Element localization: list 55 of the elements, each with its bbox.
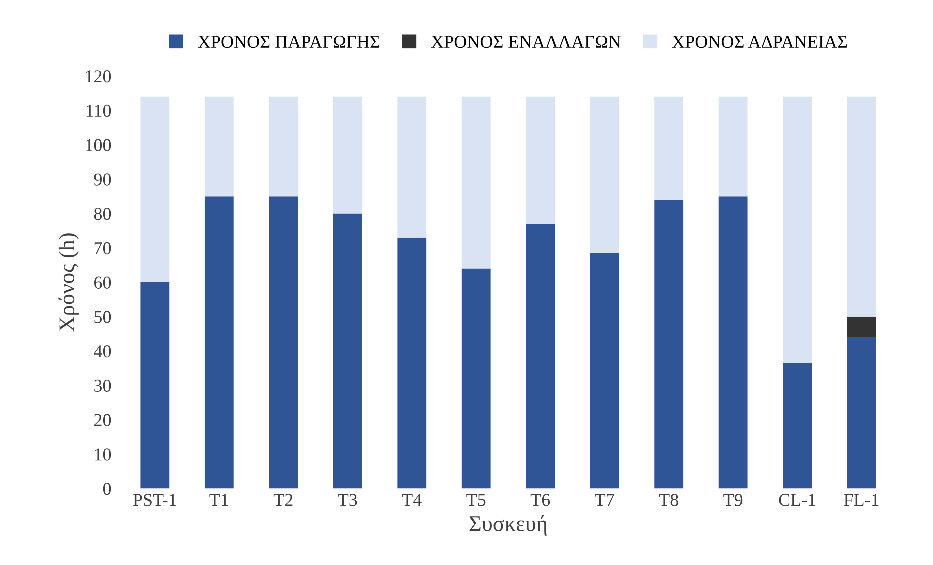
bar	[462, 268, 491, 489]
x-tick-label: PST-1	[133, 494, 176, 506]
bar	[590, 96, 620, 254]
x-tick-label: T5	[466, 494, 486, 506]
y-tick-label: 0	[103, 482, 112, 496]
y-tick-label: 110	[86, 104, 112, 118]
y-axis-title: Χρόνος (h)	[58, 234, 80, 332]
bar	[204, 196, 234, 489]
bar	[654, 96, 684, 200]
x-tick-label: FL-1	[844, 494, 879, 506]
y-tick-label: 40	[94, 346, 112, 358]
y-tick-label: 90	[94, 174, 112, 186]
legend-label: ΧΡΟΝΟΣ ΕΝΑΛΛΑΓΩΝ	[431, 36, 622, 48]
x-axis-title: Συσκευή	[470, 516, 547, 536]
y-tick-label: 50	[94, 311, 112, 324]
x-tick-label: T7	[595, 494, 614, 506]
legend-label: ΧΡΟΝΟΣ ΠΑΡΑΓΩΓΗΣ	[198, 36, 380, 48]
bar	[269, 196, 298, 489]
y-tick-label: 20	[94, 414, 112, 426]
bar	[847, 96, 876, 317]
bar	[718, 96, 748, 197]
bar	[526, 224, 556, 489]
bar	[398, 238, 427, 489]
bar	[140, 282, 170, 489]
bar	[718, 196, 748, 489]
y-tick-label: 70	[94, 242, 112, 255]
bar	[333, 96, 362, 214]
bar	[462, 96, 491, 269]
bar	[204, 96, 234, 197]
bar	[783, 363, 812, 489]
bar	[269, 96, 298, 197]
x-tick-label: T9	[724, 494, 743, 506]
x-tick-label: CL-1	[779, 494, 816, 506]
bar	[398, 96, 427, 238]
bar	[590, 253, 620, 489]
x-tick-label: T1	[210, 494, 228, 506]
bar	[847, 337, 876, 489]
bar	[654, 200, 684, 489]
x-tick-label: T3	[338, 494, 358, 506]
x-tick-label: T8	[659, 494, 678, 506]
bar	[783, 96, 812, 364]
legend-label: ΧΡΟΝΟΣ ΑΔΡΑΝΕΙΑΣ	[672, 36, 848, 48]
x-tick-label: T4	[402, 494, 422, 506]
bar	[140, 96, 170, 282]
y-tick-label: 30	[94, 380, 112, 392]
x-tick-label: T2	[274, 494, 293, 506]
y-tick-label: 120	[86, 70, 112, 83]
bar	[333, 214, 362, 489]
y-tick-label: 60	[94, 276, 112, 289]
y-tick-label: 10	[95, 448, 112, 461]
bar	[526, 96, 556, 224]
y-tick-label: 100	[86, 139, 112, 152]
x-tick-label: T6	[530, 494, 550, 506]
bar	[847, 316, 876, 338]
y-tick-label: 80	[94, 208, 112, 220]
